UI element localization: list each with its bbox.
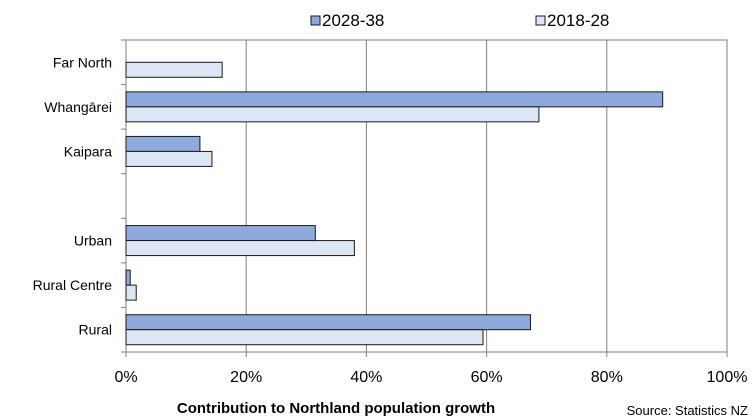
bar-2028-38-Kaipara: [125, 135, 201, 152]
bar-2028-38-Rural Centre: [125, 269, 131, 286]
category-label: Whangārei: [44, 99, 112, 115]
category-label: Rural Centre: [33, 277, 113, 293]
x-tick-label: 0%: [114, 369, 137, 386]
category-label: Kaipara: [64, 143, 112, 159]
bar-2018-28-Urban: [125, 240, 355, 257]
category-label: Far North: [53, 54, 112, 70]
bar-2018-28-Rural Centre: [125, 284, 137, 301]
x-tick-label: 60%: [471, 369, 503, 386]
legend-label: 2028-38: [322, 11, 384, 30]
bar-2018-28-Whangārei: [125, 106, 540, 123]
x-axis-label: Contribution to Northland population gro…: [177, 400, 495, 417]
bar-2018-28-Kaipara: [125, 150, 213, 167]
legend-label: 2018-28: [547, 11, 609, 30]
legend-swatch: [535, 15, 546, 26]
plot-border: [125, 39, 728, 353]
x-tick-label: 20%: [230, 369, 262, 386]
bar-2028-38-Whangārei: [125, 91, 664, 108]
x-tick-label: 40%: [350, 369, 382, 386]
bar-2028-38-Urban: [125, 225, 316, 242]
source-note: Source: Statistics NZ: [627, 403, 748, 418]
legend: 2028-38 2018-28: [310, 11, 609, 30]
bar-2028-38-Rural: [125, 314, 531, 331]
x-tick-label: 80%: [591, 369, 623, 386]
x-tick-label: 100%: [707, 369, 748, 386]
bar-2018-28-Rural: [125, 329, 484, 346]
category-label: Urban: [74, 233, 112, 249]
category-label: Rural: [79, 322, 112, 338]
legend-swatch: [310, 15, 321, 26]
bar-2018-28-Far North: [125, 61, 223, 78]
plot-area: 0% 20% 40% 60% 80% 100% Far North Whangārei Kaip…: [33, 39, 748, 386]
